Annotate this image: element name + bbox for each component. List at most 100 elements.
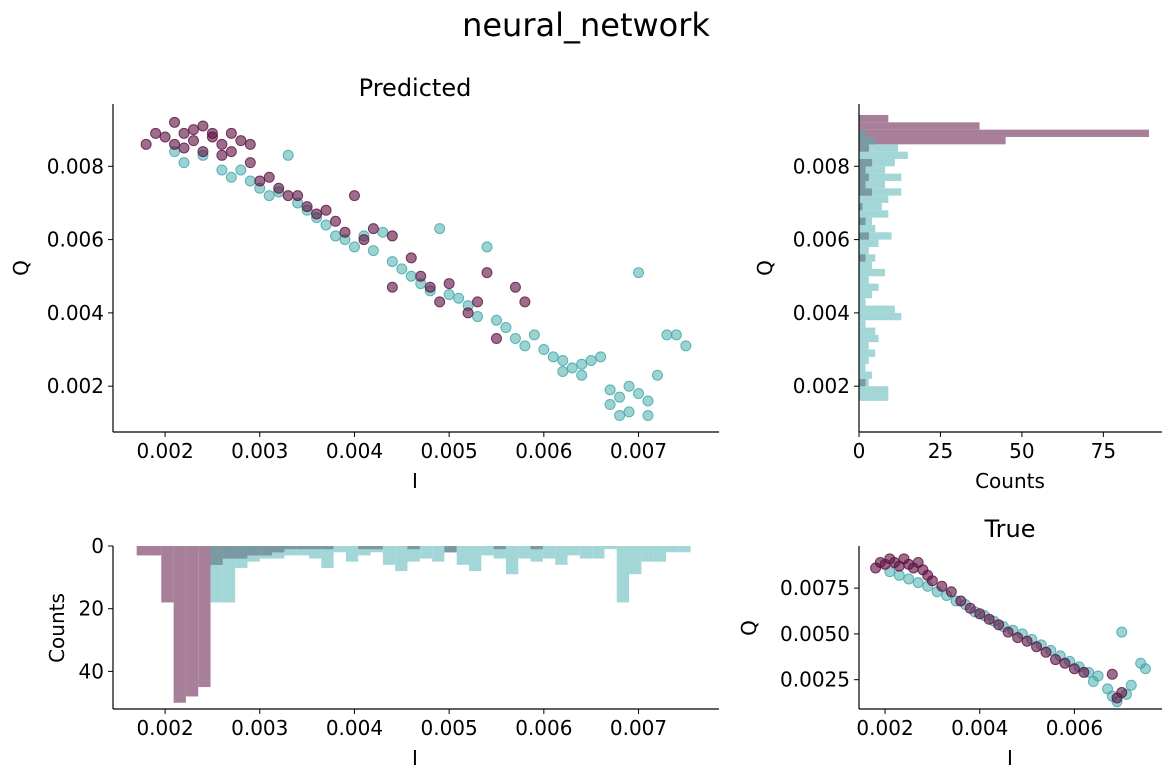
predicted-point-b [235, 164, 247, 176]
q-histogram-xtick-label: 0 [853, 439, 866, 463]
predicted-ytick-label: 0.002 [47, 374, 104, 398]
predicted-point-a [443, 278, 455, 290]
predicted-point-b [633, 388, 645, 400]
q-histogram-bar-b [859, 298, 866, 306]
predicted-xtick-label: 0.006 [515, 439, 572, 463]
q-histogram-ylabel: Q [753, 260, 777, 276]
i-histogram-bar-b [469, 546, 482, 572]
predicted-point-b [566, 362, 578, 374]
predicted-point-b [282, 149, 294, 161]
q-histogram-bar-overlap [859, 378, 866, 387]
true-ylabel: Q [737, 620, 761, 636]
predicted-point-b [377, 226, 389, 238]
predicted-point-b [519, 340, 531, 352]
q-histogram-bar-overlap [859, 166, 866, 174]
predicted-point-b [623, 406, 635, 418]
predicted-point-a [386, 281, 398, 293]
true-point-b [1125, 679, 1137, 691]
q-histogram-bar-b [859, 393, 889, 401]
predicted-point-b [642, 395, 654, 407]
predicted-point-a [462, 307, 474, 319]
predicted-point-a [235, 135, 247, 147]
q-histogram-bar-overlap [859, 136, 876, 145]
q-histogram-bar-overlap [859, 188, 873, 196]
q-histogram-ytick-label: 0.002 [793, 374, 850, 398]
predicted-point-a [339, 226, 351, 238]
predicted-point-b [263, 190, 275, 202]
predicted-point-b [386, 256, 398, 268]
predicted-point-a [273, 182, 285, 194]
true-point-b [1087, 676, 1099, 688]
predicted-point-a [472, 296, 484, 308]
q-histogram-ytick-label: 0.006 [793, 228, 850, 252]
predicted-xtick-label: 0.003 [231, 439, 288, 463]
q-histogram-bar-b [859, 276, 869, 284]
predicted-xtick-label: 0.002 [136, 439, 193, 463]
q-histogram-bar-b [859, 261, 873, 269]
i-histogram-bar-b [395, 546, 408, 572]
true-point-a [1068, 663, 1080, 675]
true-xtick-label: 0.004 [951, 716, 1008, 740]
predicted-point-b [528, 329, 540, 341]
q-histogram-bar-a [859, 129, 1149, 137]
predicted-point-a [169, 138, 181, 150]
predicted-point-a [292, 190, 304, 202]
q-histogram-bar-b [859, 254, 876, 262]
true-point-a [964, 602, 976, 614]
q-histogram-bar-b [859, 305, 895, 313]
q-histogram-bar-b [859, 224, 876, 233]
predicted-point-a [386, 230, 398, 242]
true-point-a [1116, 687, 1128, 699]
i-histogram-xtick-label: 0.003 [231, 716, 288, 740]
predicted-point-b [216, 164, 228, 176]
i-histogram-ylabel: Counts [45, 593, 69, 663]
predicted-point-a [301, 201, 313, 213]
true-ytick-label: 0.0075 [780, 576, 850, 600]
q-histogram-bar-b [859, 202, 882, 211]
i-histogram-bar-b [653, 546, 666, 562]
predicted-point-b [367, 245, 379, 257]
i-histogram-bar-b [518, 546, 531, 559]
i-histogram-bar-a [161, 546, 174, 603]
q-histogram-bar-overlap [859, 217, 866, 225]
true-point-a [1021, 635, 1033, 647]
q-histogram-bar-b [859, 356, 869, 365]
true-ytick-label: 0.0050 [780, 622, 850, 646]
true-axes: 0.002 0.004 0.006 0.0025 0.0050 0.0075 [780, 546, 1162, 740]
q-histogram-bar-b [859, 151, 908, 159]
i-histogram-bar-b [481, 546, 494, 556]
i-histogram-bar-overlap [235, 546, 248, 559]
i-histogram-ytick-label: 0 [91, 534, 104, 558]
predicted-point-b [481, 241, 493, 253]
true-point-a [1012, 632, 1024, 644]
i-histogram-bar-b [407, 546, 420, 562]
i-histogram-bar-b [678, 546, 691, 553]
i-histogram-bar-overlap [272, 546, 285, 553]
true-panel: True 0.002 0.004 0.006 0.0025 0.0050 0.0075 I… [737, 515, 1162, 770]
predicted-point-b [670, 329, 682, 341]
predicted-point-a [178, 142, 190, 154]
q-histogram-bar-b [859, 290, 873, 299]
predicted-point-b [244, 175, 256, 187]
predicted-point-a [282, 190, 294, 202]
predicted-ytick-label: 0.008 [47, 154, 104, 178]
predicted-point-a [434, 296, 446, 308]
i-histogram-bar-b [530, 546, 543, 562]
predicted-point-a [197, 146, 209, 158]
i-histogram-bar-b [665, 546, 679, 553]
true-point-a [1106, 668, 1118, 680]
i-histogram-xtick-label: 0.006 [515, 716, 572, 740]
i-histogram-bar-overlap [530, 546, 543, 550]
q-histogram-bar-b [859, 268, 886, 277]
i-histogram-bar-b [641, 546, 654, 562]
true-point-a [983, 613, 995, 625]
q-histogram-bar-b [859, 144, 899, 152]
true-point-a [1031, 641, 1043, 653]
i-histogram-bar-overlap [259, 546, 273, 556]
true-ytick-label: 0.0025 [780, 668, 850, 692]
q-histogram-bar-a [859, 122, 980, 130]
i-histogram-bar-b [321, 546, 334, 568]
predicted-marks [140, 116, 692, 422]
i-histogram-ytick-label: 20 [79, 597, 104, 621]
predicted-point-a [225, 127, 237, 139]
